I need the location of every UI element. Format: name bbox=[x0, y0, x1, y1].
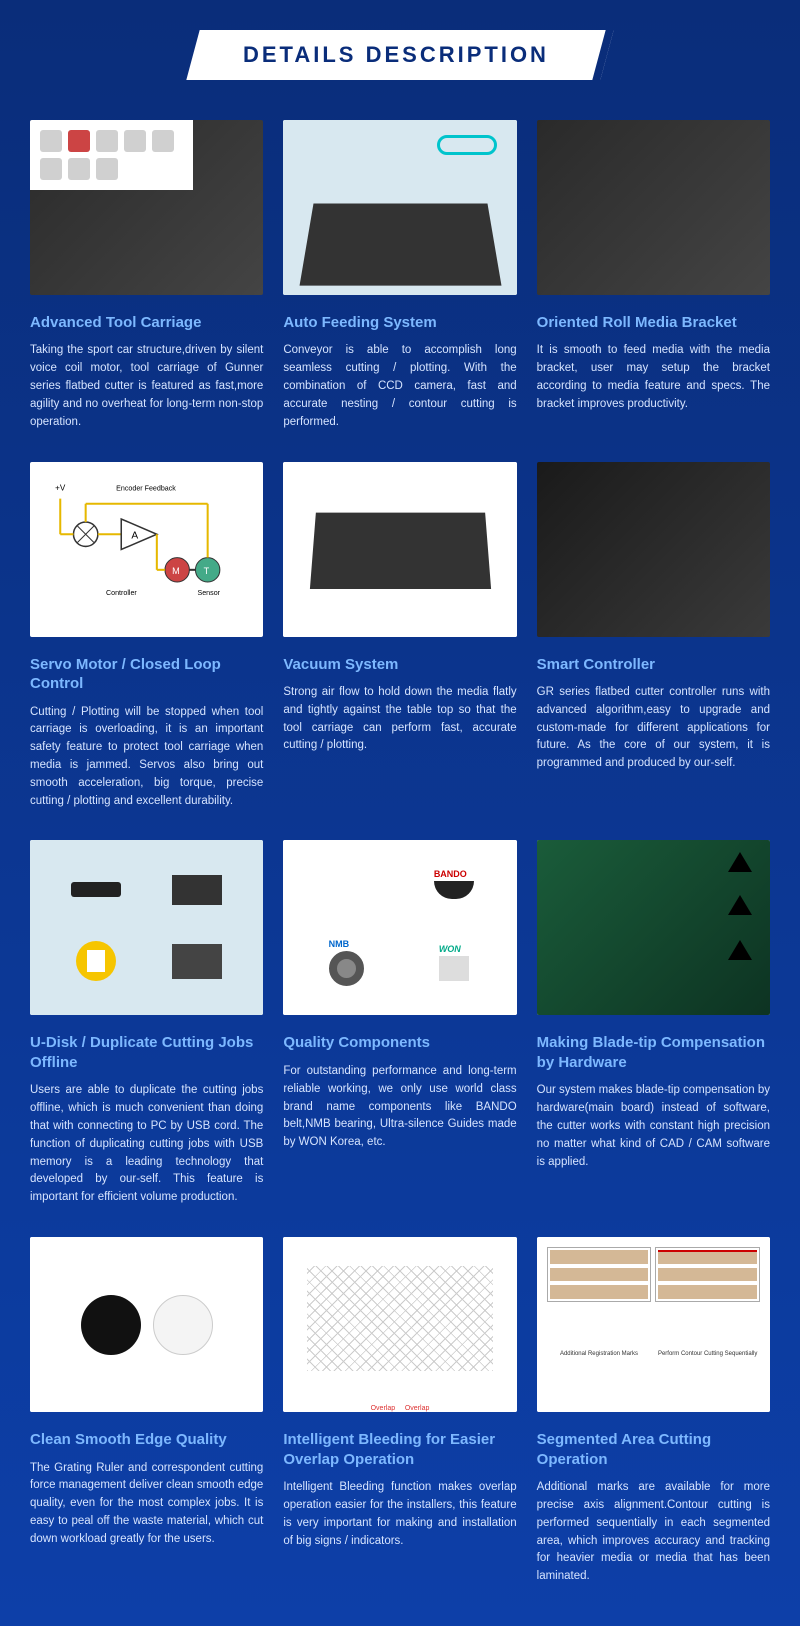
feature-image-controller bbox=[537, 462, 770, 637]
feature-card: Advanced Tool Carriage Taking the sport … bbox=[30, 120, 263, 432]
feature-image-bleeding: Overlap Overlap bbox=[283, 1237, 516, 1412]
feature-desc: Taking the sport car structure,driven by… bbox=[30, 342, 263, 431]
feature-card: Making Blade-tip Compensation by Hardwar… bbox=[537, 840, 770, 1207]
feature-desc: Our system makes blade-tip compensation … bbox=[537, 1082, 770, 1171]
feature-card: Vacuum System Strong air flow to hold do… bbox=[283, 462, 516, 811]
svg-text:T: T bbox=[204, 565, 210, 575]
feature-image-bladetip bbox=[537, 840, 770, 1015]
feature-desc: It is smooth to feed media with the medi… bbox=[537, 342, 770, 413]
feature-image-udisk bbox=[30, 840, 263, 1015]
feature-image-vacuum bbox=[283, 462, 516, 637]
feature-title: Clean Smooth Edge Quality bbox=[30, 1430, 263, 1450]
feature-card: Clean Smooth Edge Quality The Grating Ru… bbox=[30, 1237, 263, 1586]
svg-text:Controller: Controller bbox=[106, 589, 137, 597]
feature-card: Overlap Overlap Intelligent Bleeding for… bbox=[283, 1237, 516, 1586]
feature-title: Oriented Roll Media Bracket bbox=[537, 313, 770, 333]
feature-desc: Cutting / Plotting will be stopped when … bbox=[30, 704, 263, 811]
feature-image-edge bbox=[30, 1237, 263, 1412]
svg-text:Sensor: Sensor bbox=[197, 589, 220, 597]
feature-card: U-Disk / Duplicate Cutting Jobs Offline … bbox=[30, 840, 263, 1207]
feature-image-components: BANDO NMB WON bbox=[283, 840, 516, 1015]
feature-title: Auto Feeding System bbox=[283, 313, 516, 333]
feature-desc: Users are able to duplicate the cutting … bbox=[30, 1082, 263, 1207]
feature-card: Additional Registration Marks Perform Co… bbox=[537, 1237, 770, 1586]
feature-desc: For outstanding performance and long-ter… bbox=[283, 1063, 516, 1152]
feature-title: U-Disk / Duplicate Cutting Jobs Offline bbox=[30, 1033, 263, 1072]
svg-text:A: A bbox=[131, 530, 138, 541]
feature-title: Making Blade-tip Compensation by Hardwar… bbox=[537, 1033, 770, 1072]
feature-card: +V Encoder Feedback A M T Controller Sen… bbox=[30, 462, 263, 811]
feature-image-roll-bracket bbox=[537, 120, 770, 295]
feature-image-segmented: Additional Registration Marks Perform Co… bbox=[537, 1237, 770, 1412]
feature-title: Quality Components bbox=[283, 1033, 516, 1053]
feature-image-servo: +V Encoder Feedback A M T Controller Sen… bbox=[30, 462, 263, 637]
svg-text:Encoder Feedback: Encoder Feedback bbox=[116, 484, 176, 492]
feature-title: Vacuum System bbox=[283, 655, 516, 675]
feature-desc: Strong air flow to hold down the media f… bbox=[283, 684, 516, 755]
feature-image-auto-feeding bbox=[283, 120, 516, 295]
page-header: DETAILS DESCRIPTION bbox=[0, 0, 800, 120]
feature-card: Oriented Roll Media Bracket It is smooth… bbox=[537, 120, 770, 432]
feature-title: Advanced Tool Carriage bbox=[30, 313, 263, 333]
feature-image-tool-carriage bbox=[30, 120, 263, 295]
svg-text:+V: +V bbox=[55, 483, 66, 492]
feature-desc: Additional marks are available for more … bbox=[537, 1479, 770, 1586]
svg-text:M: M bbox=[172, 565, 180, 575]
feature-title: Servo Motor / Closed Loop Control bbox=[30, 655, 263, 694]
feature-desc: The Grating Ruler and correspondent cutt… bbox=[30, 1460, 263, 1549]
header-title: DETAILS DESCRIPTION bbox=[243, 42, 549, 68]
feature-desc: GR series flatbed cutter controller runs… bbox=[537, 684, 770, 773]
feature-card: Auto Feeding System Conveyor is able to … bbox=[283, 120, 516, 432]
feature-title: Smart Controller bbox=[537, 655, 770, 675]
feature-title: Segmented Area Cutting Operation bbox=[537, 1430, 770, 1469]
feature-desc: Intelligent Bleeding function makes over… bbox=[283, 1479, 516, 1550]
feature-card: BANDO NMB WON Quality Components For out… bbox=[283, 840, 516, 1207]
header-banner: DETAILS DESCRIPTION bbox=[186, 30, 613, 80]
feature-grid: Advanced Tool Carriage Taking the sport … bbox=[0, 120, 800, 1586]
feature-desc: Conveyor is able to accomplish long seam… bbox=[283, 342, 516, 431]
feature-title: Intelligent Bleeding for Easier Overlap … bbox=[283, 1430, 516, 1469]
feature-card: Smart Controller GR series flatbed cutte… bbox=[537, 462, 770, 811]
